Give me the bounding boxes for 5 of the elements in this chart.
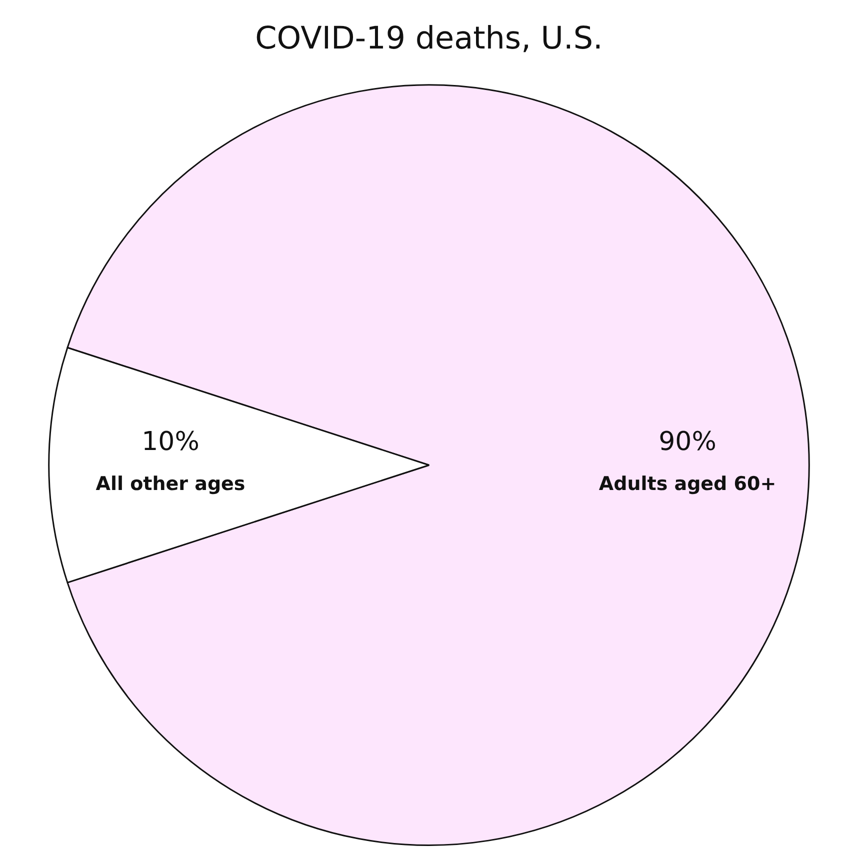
data-label: 90% <box>658 426 716 457</box>
data-label: 10% <box>142 426 200 457</box>
slice-label: Adults aged 60+ <box>598 473 776 496</box>
chart-title: COVID-19 deaths, U.S. <box>255 20 603 57</box>
slice-label: All other ages <box>96 473 246 496</box>
